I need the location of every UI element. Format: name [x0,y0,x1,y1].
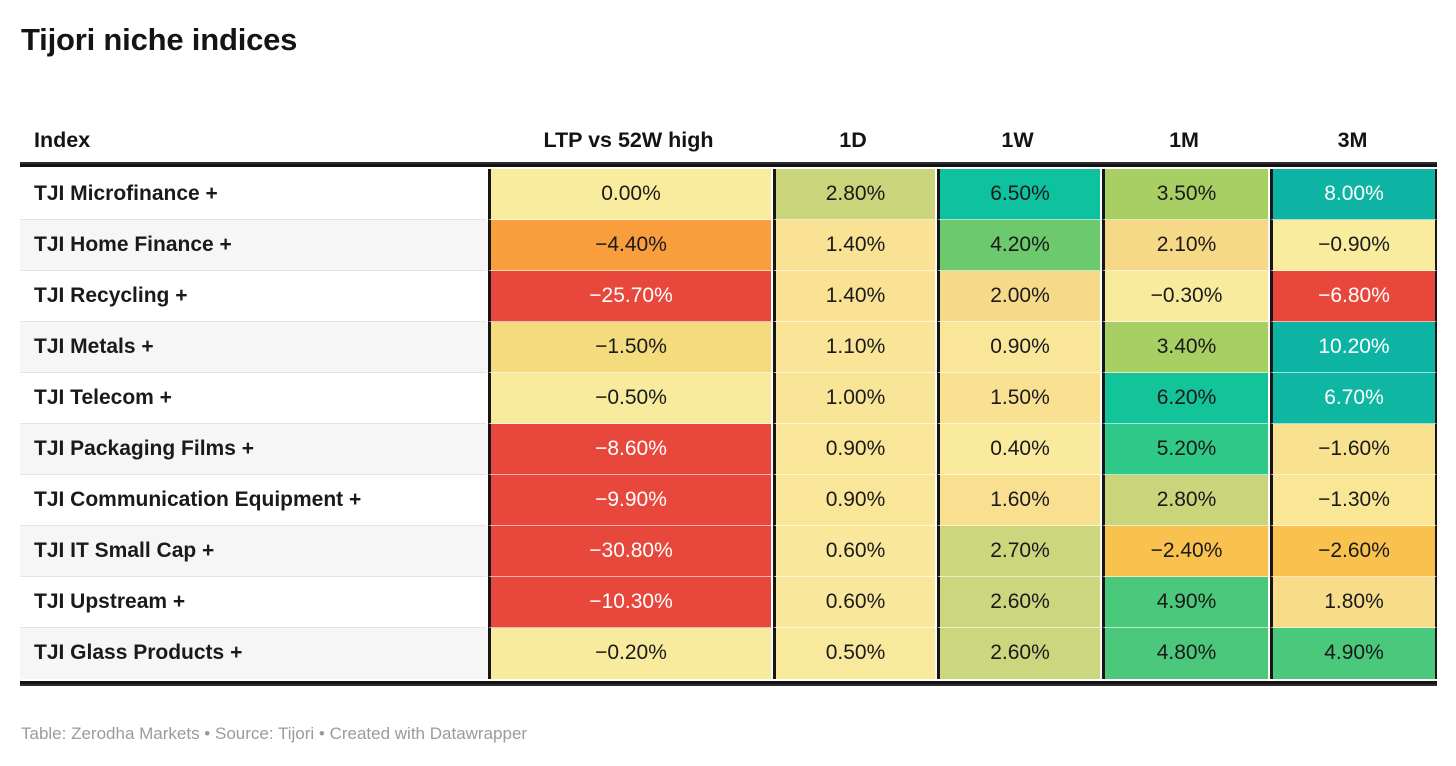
column-header-ltp-vs-52w-high: LTP vs 52W high [543,128,714,152]
value-cell: 6.50% [937,169,1100,220]
index-name-expandable[interactable]: TJI Telecom + [20,373,486,424]
value-cell: 6.20% [1102,373,1268,424]
value-cell: −8.60% [488,424,771,475]
table-header-row: Index LTP vs 52W high 1D 1W 1M 3M [20,118,1437,163]
table-row: TJI Recycling + −25.70% 1.40% 2.00% −0.30% −6… [20,271,1437,322]
index-name-expandable[interactable]: TJI Recycling + [20,271,486,322]
value-cell: −1.50% [488,322,771,373]
table-row: TJI Communication Equipment + −9.90% 0.90%… [20,475,1437,526]
value-cell: −10.30% [488,577,771,628]
index-name-expandable[interactable]: TJI Upstream + [20,577,486,628]
value-cell: 2.80% [773,169,935,220]
index-name-expandable[interactable]: TJI Packaging Films + [20,424,486,475]
value-cell: 4.80% [1102,628,1268,679]
value-cell: −0.90% [1270,220,1437,271]
value-cell: 10.20% [1270,322,1437,373]
index-name-expandable[interactable]: TJI Metals + [20,322,486,373]
value-cell: 4.90% [1102,577,1268,628]
value-cell: −4.40% [488,220,771,271]
header-divider [20,162,1437,167]
value-cell: −1.30% [1270,475,1437,526]
value-cell: 0.50% [773,628,935,679]
value-cell: −2.60% [1270,526,1437,577]
value-cell: 1.00% [773,373,935,424]
value-cell: 1.40% [773,220,935,271]
value-cell: 0.60% [773,577,935,628]
page-title: Tijori niche indices [21,22,298,57]
value-cell: 1.80% [1270,577,1437,628]
table-row: TJI Metals + −1.50% 1.10% 0.90% 3.40% 10.20% [20,322,1437,373]
value-cell: 3.50% [1102,169,1268,220]
value-cell: −6.80% [1270,271,1437,322]
table-row: TJI Home Finance + −4.40% 1.40% 4.20% 2.10% −… [20,220,1437,271]
value-cell: 1.50% [937,373,1100,424]
index-name-expandable[interactable]: TJI Communication Equipment + [20,475,486,526]
value-cell: 6.70% [1270,373,1437,424]
table-body: TJI Microfinance +0.00% 2.80% 6.50% 3.50% 8.… [20,169,1437,679]
value-cell: −0.50% [488,373,771,424]
table-row: TJI Glass Products + −0.20% 0.50% 2.60% 4.80… [20,628,1437,679]
value-cell: −9.90% [488,475,771,526]
column-header-3m: 3M [1337,128,1368,152]
table-row: TJI Telecom + −0.50% 1.00% 1.50% 6.20% 6.70% [20,373,1437,424]
column-header-1d: 1D [839,128,867,152]
value-cell: 2.60% [937,577,1100,628]
index-name-expandable[interactable]: TJI Home Finance + [20,220,486,271]
value-cell: −0.30% [1102,271,1268,322]
value-cell: 0.90% [773,475,935,526]
value-cell: 0.90% [937,322,1100,373]
value-cell: 4.20% [937,220,1100,271]
value-cell: 5.20% [1102,424,1268,475]
value-cell: 0.40% [937,424,1100,475]
table-row: TJI IT Small Cap + −30.80% 0.60% 2.70% −2.40… [20,526,1437,577]
value-cell: −30.80% [488,526,771,577]
value-cell: 1.10% [773,322,935,373]
value-cell: 2.80% [1102,475,1268,526]
index-name-expandable[interactable]: TJI IT Small Cap + [20,526,486,577]
table-row: TJI Upstream + −10.30% 0.60% 2.60% 4.90% 1.80… [20,577,1437,628]
value-cell: 0.60% [773,526,935,577]
value-cell: −2.40% [1102,526,1268,577]
value-cell: −0.20% [488,628,771,679]
value-cell: −1.60% [1270,424,1437,475]
value-cell: 3.40% [1102,322,1268,373]
value-cell: 2.10% [1102,220,1268,271]
attribution-footer: Table: Zerodha Markets • Source: Tijori … [21,724,528,743]
value-cell: 1.40% [773,271,935,322]
value-cell: 2.00% [937,271,1100,322]
value-cell: 4.90% [1270,628,1437,679]
column-header-1w: 1W [1001,128,1034,152]
value-cell: 0.00% [488,169,771,220]
value-cell: 2.70% [937,526,1100,577]
index-name-expandable[interactable]: TJI Glass Products + [34,641,243,664]
value-cell: 0.90% [773,424,935,475]
table-row: TJI Packaging Films + −8.60% 0.90% 0.40% 5.2… [20,424,1437,475]
column-header-index: Index [34,128,91,152]
table-row: TJI Microfinance +0.00% 2.80% 6.50% 3.50% 8.… [20,169,1437,220]
value-cell: −25.70% [488,271,771,322]
table-bottom-divider [20,681,1437,686]
index-name-expandable[interactable]: TJI Microfinance + [20,169,486,220]
column-header-1m: 1M [1169,128,1199,152]
value-cell: 2.60% [937,628,1100,679]
value-cell: 1.60% [937,475,1100,526]
value-cell: 8.00% [1270,169,1437,220]
